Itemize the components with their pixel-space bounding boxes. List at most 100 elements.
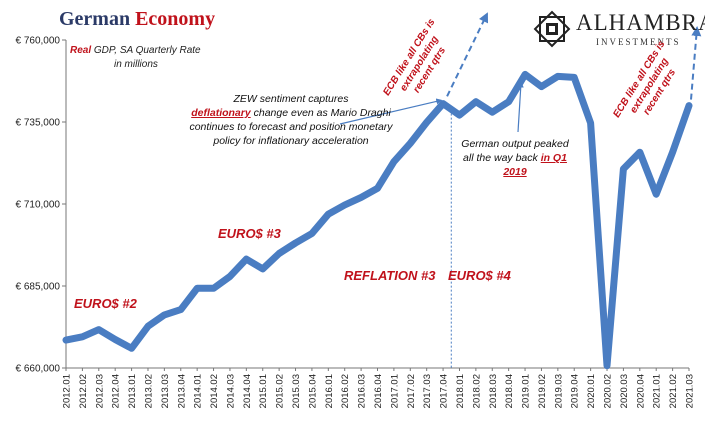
era-euro3: EURO$ #3 xyxy=(218,226,281,241)
x-tick-label: 2019.01 xyxy=(521,374,532,408)
zew-text-pre: ZEW sentiment captures xyxy=(233,93,349,105)
zew-emph: deflationary xyxy=(191,107,251,119)
x-tick-label: 2012.03 xyxy=(94,374,105,408)
gdp-data-point xyxy=(342,202,347,207)
x-tick-label: 2021.03 xyxy=(685,374,696,408)
x-tick-label: 2016.04 xyxy=(373,374,384,408)
y-tick-label: € 735,000 xyxy=(16,118,61,129)
german-output-emph: in Q1 2019 xyxy=(503,152,567,178)
title-part-1: German xyxy=(59,8,131,30)
x-tick-label: 2014.02 xyxy=(209,374,220,408)
era-reflation3: REFLATION #3 xyxy=(344,268,436,283)
gdp-data-point xyxy=(96,327,101,332)
gdp-data-point xyxy=(670,150,675,155)
x-tick-label: 2013.01 xyxy=(127,374,138,408)
gdp-data-point xyxy=(408,141,413,146)
star-grid-icon xyxy=(533,10,571,48)
x-tick-label: 2016.01 xyxy=(324,374,335,408)
gdp-data-point xyxy=(539,84,544,89)
gdp-data-point xyxy=(457,113,462,118)
gdp-data-point xyxy=(260,266,265,271)
x-tick-label: 2020.03 xyxy=(619,374,630,408)
x-tick-label: 2014.01 xyxy=(193,374,204,408)
gdp-data-point xyxy=(490,110,495,115)
x-tick-label: 2020.04 xyxy=(635,374,646,408)
gdp-data-point xyxy=(178,307,183,312)
gdp-data-point xyxy=(145,324,150,329)
x-tick-label: 2020.01 xyxy=(586,374,597,408)
x-tick-label: 2012.02 xyxy=(78,374,89,408)
gdp-data-point xyxy=(326,212,331,217)
x-tick-label: 2015.04 xyxy=(307,374,318,408)
gdp-data-point xyxy=(391,159,396,164)
era-euro2: EURO$ #2 xyxy=(74,296,137,311)
x-tick-label: 2017.03 xyxy=(422,374,433,408)
gdp-data-point xyxy=(621,166,626,171)
x-tick-label: 2015.01 xyxy=(258,374,269,408)
alhambra-logo: ALHAMBRA INVESTMENTS xyxy=(532,8,705,50)
x-tick-label: 2018.02 xyxy=(471,374,482,408)
x-tick-label: 2018.01 xyxy=(455,374,466,408)
x-tick-label: 2021.01 xyxy=(652,374,663,408)
title-part-2: Economy xyxy=(135,8,216,30)
subtitle-emph: Real xyxy=(70,45,92,56)
x-tick-label: 2017.01 xyxy=(389,374,400,408)
gdp-data-point xyxy=(227,274,232,279)
gdp-data-point xyxy=(588,120,593,125)
x-tick-label: 2014.03 xyxy=(225,374,236,408)
gdp-data-point xyxy=(375,186,380,191)
german-output-text: German output peaked all the way back xyxy=(461,138,569,164)
x-tick-label: 2021.02 xyxy=(668,374,679,408)
x-tick-label: 2012.04 xyxy=(111,374,122,408)
chart-subtitle: Real GDP, SA Quarterly Rate in millions xyxy=(70,44,201,72)
x-tick-label: 2012.01 xyxy=(62,374,73,408)
zew-annotation: ZEW sentiment captures deflationary chan… xyxy=(186,92,396,148)
gdp-data-point xyxy=(129,346,134,351)
ecb-extrapolation-arrow-1 xyxy=(446,12,489,97)
gdp-data-point xyxy=(359,195,364,200)
x-tick-label: 2013.04 xyxy=(176,374,187,408)
x-tick-label: 2017.04 xyxy=(439,374,450,408)
gdp-data-point xyxy=(64,338,68,343)
gdp-data-point xyxy=(195,286,200,291)
y-tick-label: € 710,000 xyxy=(16,200,61,211)
gdp-data-point xyxy=(473,99,478,104)
gdp-data-point xyxy=(113,337,118,342)
x-tick-label: 2018.03 xyxy=(488,374,499,408)
gdp-data-point xyxy=(309,231,314,236)
y-tick-label: € 760,000 xyxy=(16,36,61,47)
x-tick-label: 2018.04 xyxy=(504,374,515,408)
gdp-data-point xyxy=(506,99,511,104)
x-tick-label: 2019.02 xyxy=(537,374,548,408)
gdp-data-point xyxy=(211,286,216,291)
y-tick-label: € 685,000 xyxy=(16,282,61,293)
x-tick-label: 2017.02 xyxy=(406,374,417,408)
ecb-extrapolation-arrow-2 xyxy=(690,26,702,100)
zew-text-post: change even as Mario Draghi continues to… xyxy=(189,107,393,147)
gdp-data-point xyxy=(80,334,85,339)
gdp-data-point xyxy=(637,150,642,155)
subtitle-line2: in millions xyxy=(114,59,158,70)
gdp-data-point xyxy=(244,257,249,262)
zew-pointer-arrow xyxy=(339,98,443,125)
x-tick-label: 2016.02 xyxy=(340,374,351,408)
gdp-data-point xyxy=(572,75,577,80)
german-output-annotation: German output peaked all the way back in… xyxy=(460,137,570,179)
gdp-data-point xyxy=(605,363,610,368)
gdp-data-point xyxy=(555,74,560,79)
gdp-data-point xyxy=(441,101,446,106)
gdp-data-point xyxy=(687,103,691,108)
x-tick-label: 2020.02 xyxy=(603,374,614,408)
x-tick-label: 2013.03 xyxy=(160,374,171,408)
logo-subtext: INVESTMENTS xyxy=(596,37,681,47)
german-peak-pointer-arrow xyxy=(517,81,524,133)
x-tick-label: 2019.03 xyxy=(553,374,564,408)
subtitle-rest: GDP, SA Quarterly Rate xyxy=(93,45,201,56)
gdp-data-point xyxy=(293,241,298,246)
gdp-data-point xyxy=(424,120,429,125)
gdp-data-point xyxy=(277,251,282,256)
y-tick-label: € 660,000 xyxy=(16,364,61,375)
x-tick-label: 2015.03 xyxy=(291,374,302,408)
page-title: German Economy xyxy=(59,8,215,31)
